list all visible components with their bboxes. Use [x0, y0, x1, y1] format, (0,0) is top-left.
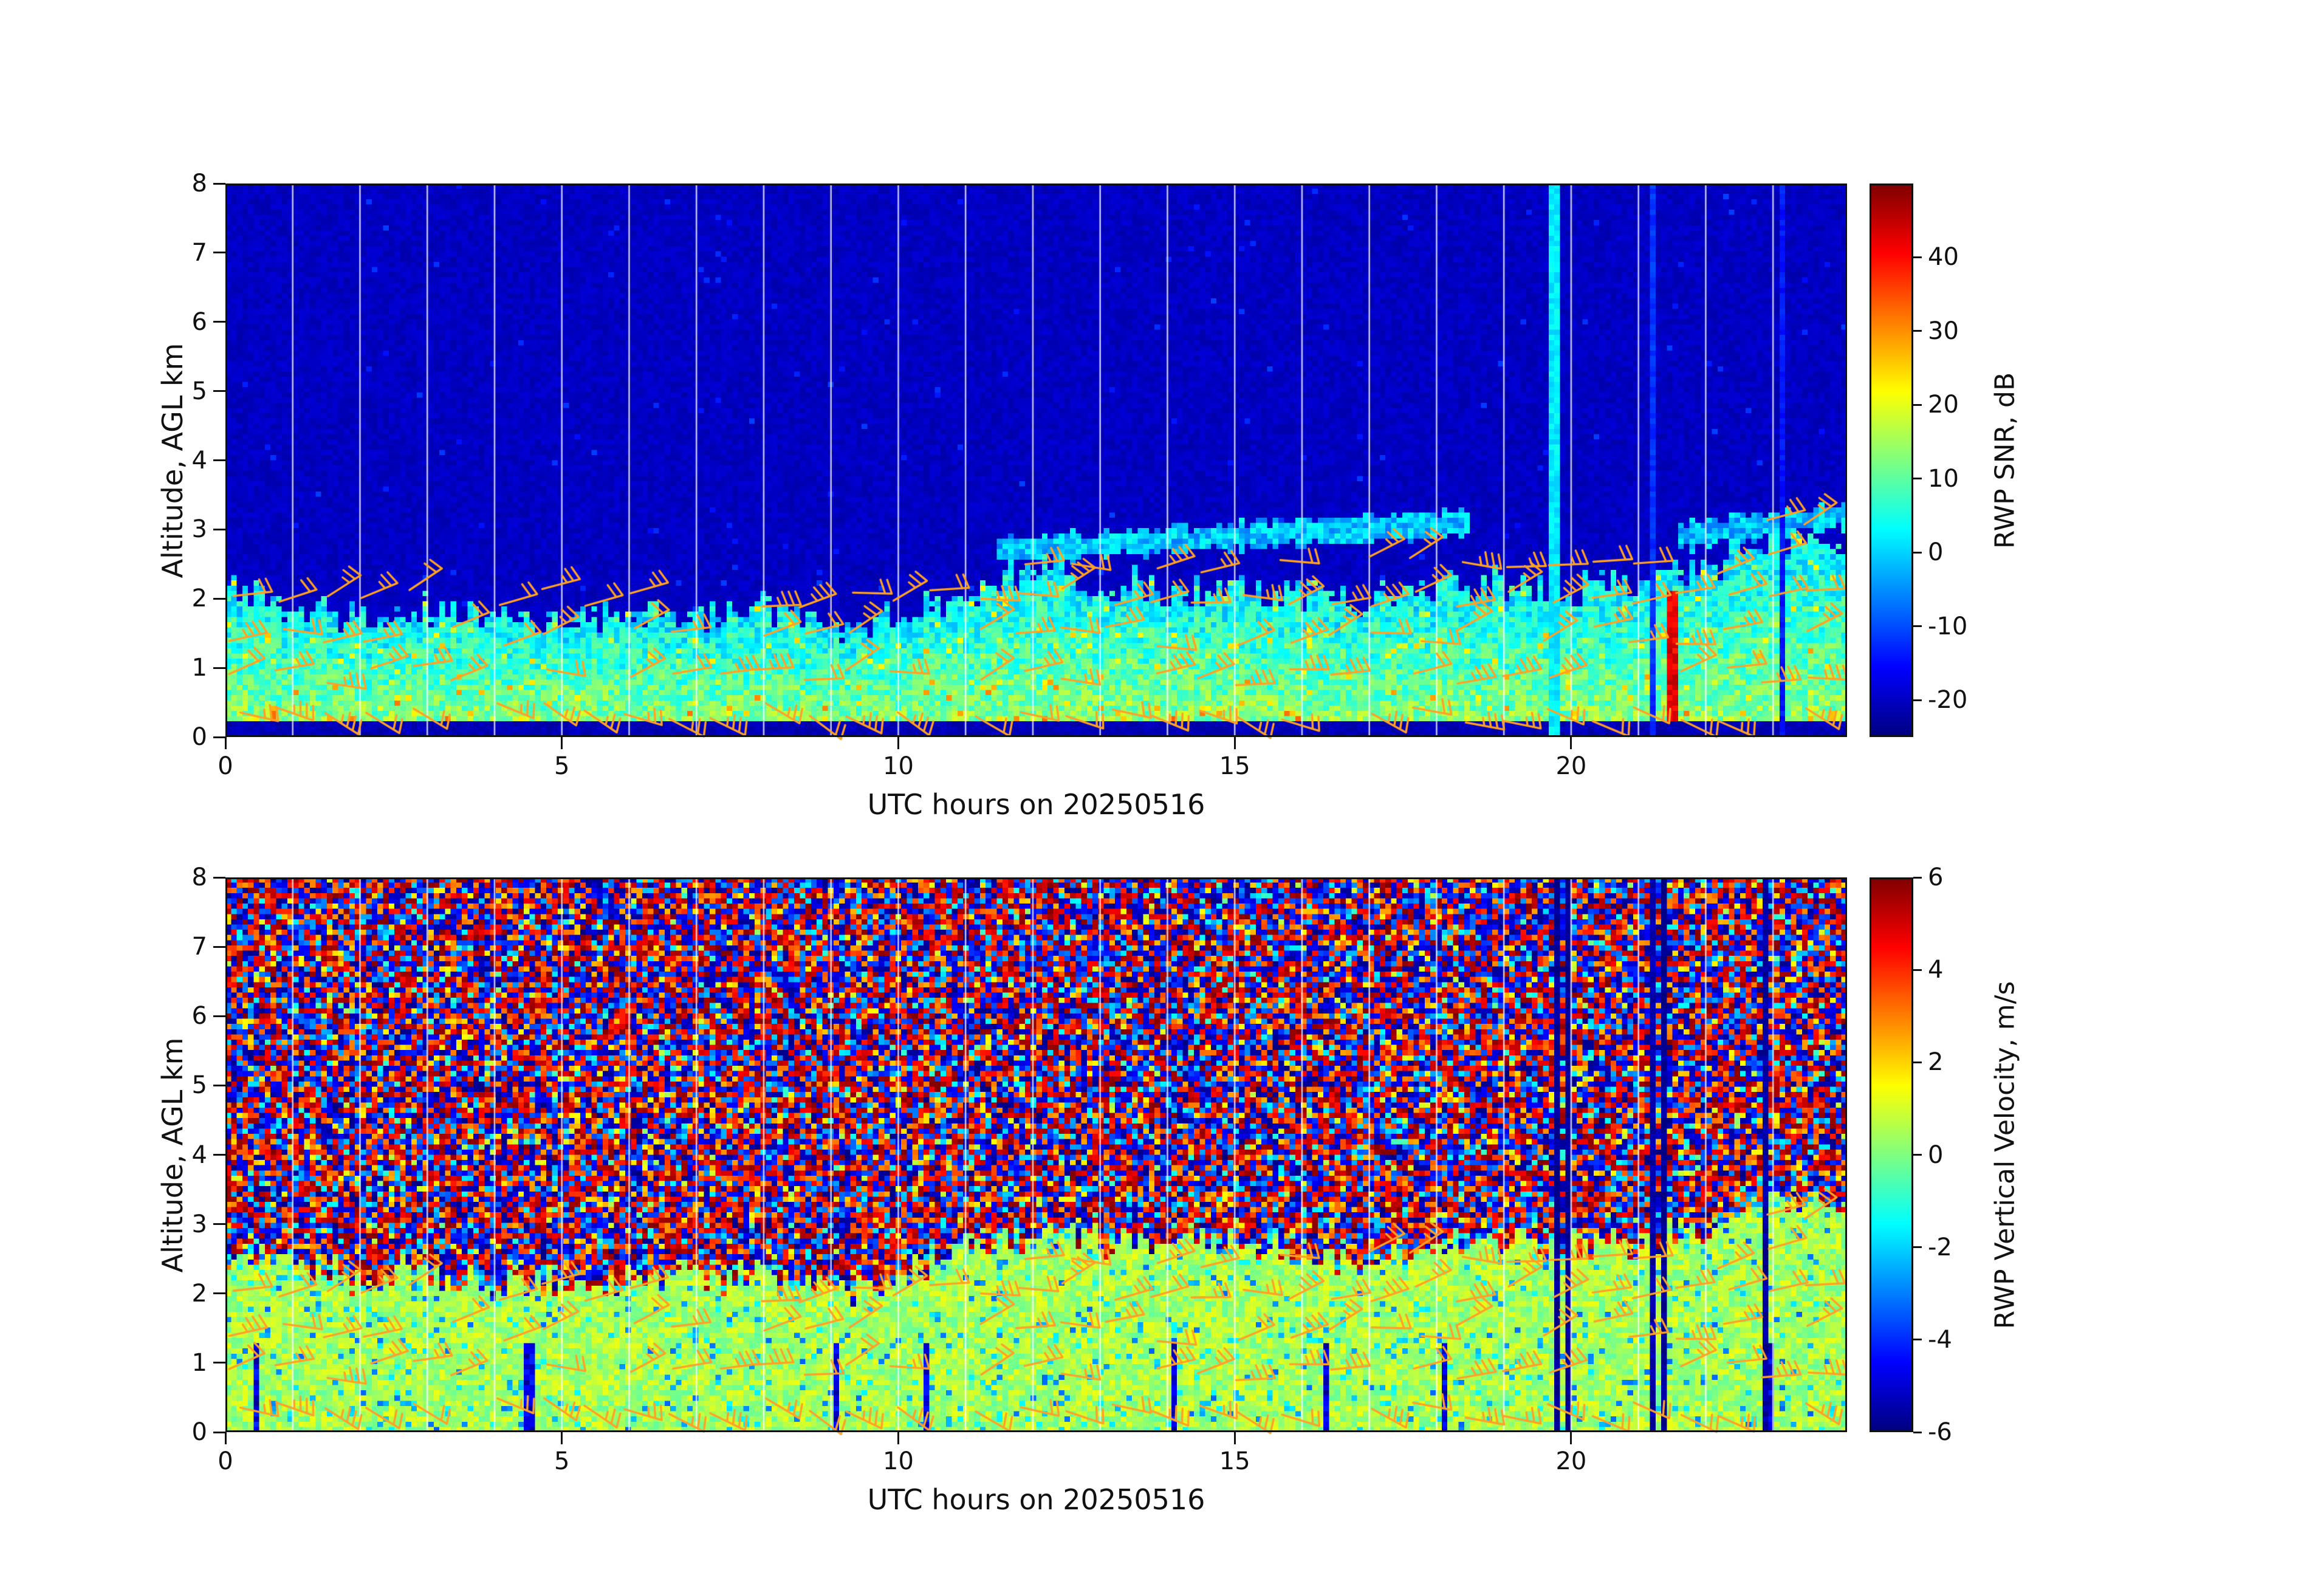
colorbar-tick-label: 2 [1928, 1049, 1943, 1075]
x-tick-label: 10 [862, 1448, 934, 1475]
y-tick-label: 4 [155, 1142, 207, 1168]
colorbar-tick-mark [1913, 1432, 1922, 1433]
y-tick-label: 5 [155, 1072, 207, 1099]
velocity-colorbar-label: RWP Vertical Velocity, m/s [1990, 981, 2021, 1329]
y-tick-label: 7 [155, 933, 207, 960]
x-tick-label: 15 [1198, 1448, 1271, 1475]
colorbar-tick-mark [1913, 877, 1922, 879]
colorbar-tick-label: -2 [1928, 1234, 1952, 1261]
y-tick-label: 8 [155, 864, 207, 891]
colorbar-tick-label: 4 [1928, 956, 1943, 983]
velocity-colorbar-canvas [1870, 877, 1913, 1432]
y-tick-label: 6 [155, 1003, 207, 1029]
colorbar-tick-mark [1913, 1062, 1922, 1063]
x-tick-label: 0 [189, 1448, 262, 1475]
x-tick-label: 5 [526, 1448, 598, 1475]
y-tick-mark [213, 877, 225, 879]
x-tick-mark [897, 1432, 899, 1444]
velocity-colorbar [1870, 877, 1913, 1432]
x-tick-mark [561, 1432, 563, 1444]
velocity-plot-area [225, 877, 1847, 1432]
y-tick-mark [213, 1015, 225, 1017]
colorbar-tick-label: -4 [1928, 1326, 1952, 1353]
x-axis-label: UTC hours on 20250516 [225, 1483, 1847, 1516]
colorbar-tick-mark [1913, 1246, 1922, 1248]
y-tick-mark [213, 1154, 225, 1156]
y-tick-label: 0 [155, 1419, 207, 1446]
y-tick-mark [213, 946, 225, 948]
colorbar-tick-mark [1913, 1339, 1922, 1340]
colorbar-tick-label: 0 [1928, 1142, 1943, 1168]
figure: Altitude, AGL km UTC hours on 20250516 R… [0, 0, 2324, 1595]
y-tick-label: 2 [155, 1280, 207, 1307]
x-tick-label: 20 [1535, 1448, 1608, 1475]
y-tick-mark [213, 1432, 225, 1433]
y-tick-label: 3 [155, 1211, 207, 1238]
y-tick-mark [213, 1085, 225, 1086]
vertical-velocity-panel: Altitude, AGL km UTC hours on 20250516 R… [0, 0, 2324, 1595]
velocity-heatmap-canvas [225, 877, 1847, 1432]
x-tick-mark [1570, 1432, 1572, 1444]
y-tick-mark [213, 1362, 225, 1363]
y-tick-mark [213, 1292, 225, 1294]
y-tick-label: 1 [155, 1350, 207, 1376]
y-tick-mark [213, 1223, 225, 1225]
colorbar-tick-label: 6 [1928, 864, 1943, 891]
colorbar-tick-mark [1913, 1154, 1922, 1156]
colorbar-tick-label: -6 [1928, 1419, 1952, 1446]
x-tick-mark [225, 1432, 227, 1444]
x-tick-mark [1234, 1432, 1236, 1444]
colorbar-tick-mark [1913, 969, 1922, 971]
